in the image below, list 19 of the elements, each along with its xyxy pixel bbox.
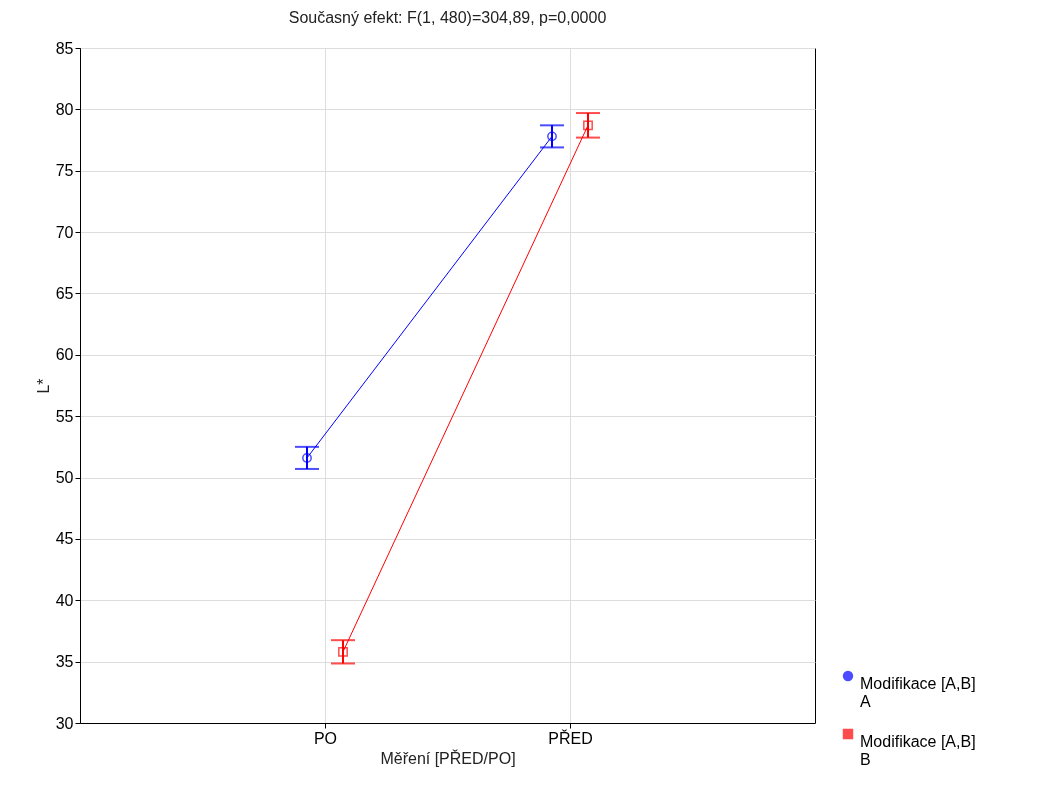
- y-tick-label: 80: [55, 100, 74, 118]
- y-tick-label: 70: [55, 223, 74, 241]
- y-tick-label: 40: [55, 591, 74, 609]
- x-tick-label: PŘED: [548, 728, 593, 747]
- y-axis-title: L*: [34, 378, 52, 394]
- y-tick-label: 60: [55, 346, 74, 364]
- legend-label: Modifikace [A,B] A: [860, 675, 976, 710]
- y-tick-label: 35: [55, 653, 74, 671]
- y-tick-label: 30: [55, 714, 74, 732]
- x-tick-label: PO: [313, 729, 338, 747]
- y-tick-label: 50: [55, 469, 74, 487]
- y-tick-label: 75: [55, 162, 74, 180]
- legend-label: Modifikace [A,B] B: [860, 733, 976, 768]
- y-tick-label: 85: [55, 39, 74, 57]
- chart-title: Současný efekt: F(1, 480)=304,89, p=0,0000: [288, 9, 607, 26]
- y-tick-label: 45: [55, 530, 74, 548]
- x-axis-title: Měření [PŘED/PO]: [380, 748, 516, 767]
- y-tick-label: 65: [55, 284, 74, 302]
- y-tick-label: 55: [55, 407, 74, 425]
